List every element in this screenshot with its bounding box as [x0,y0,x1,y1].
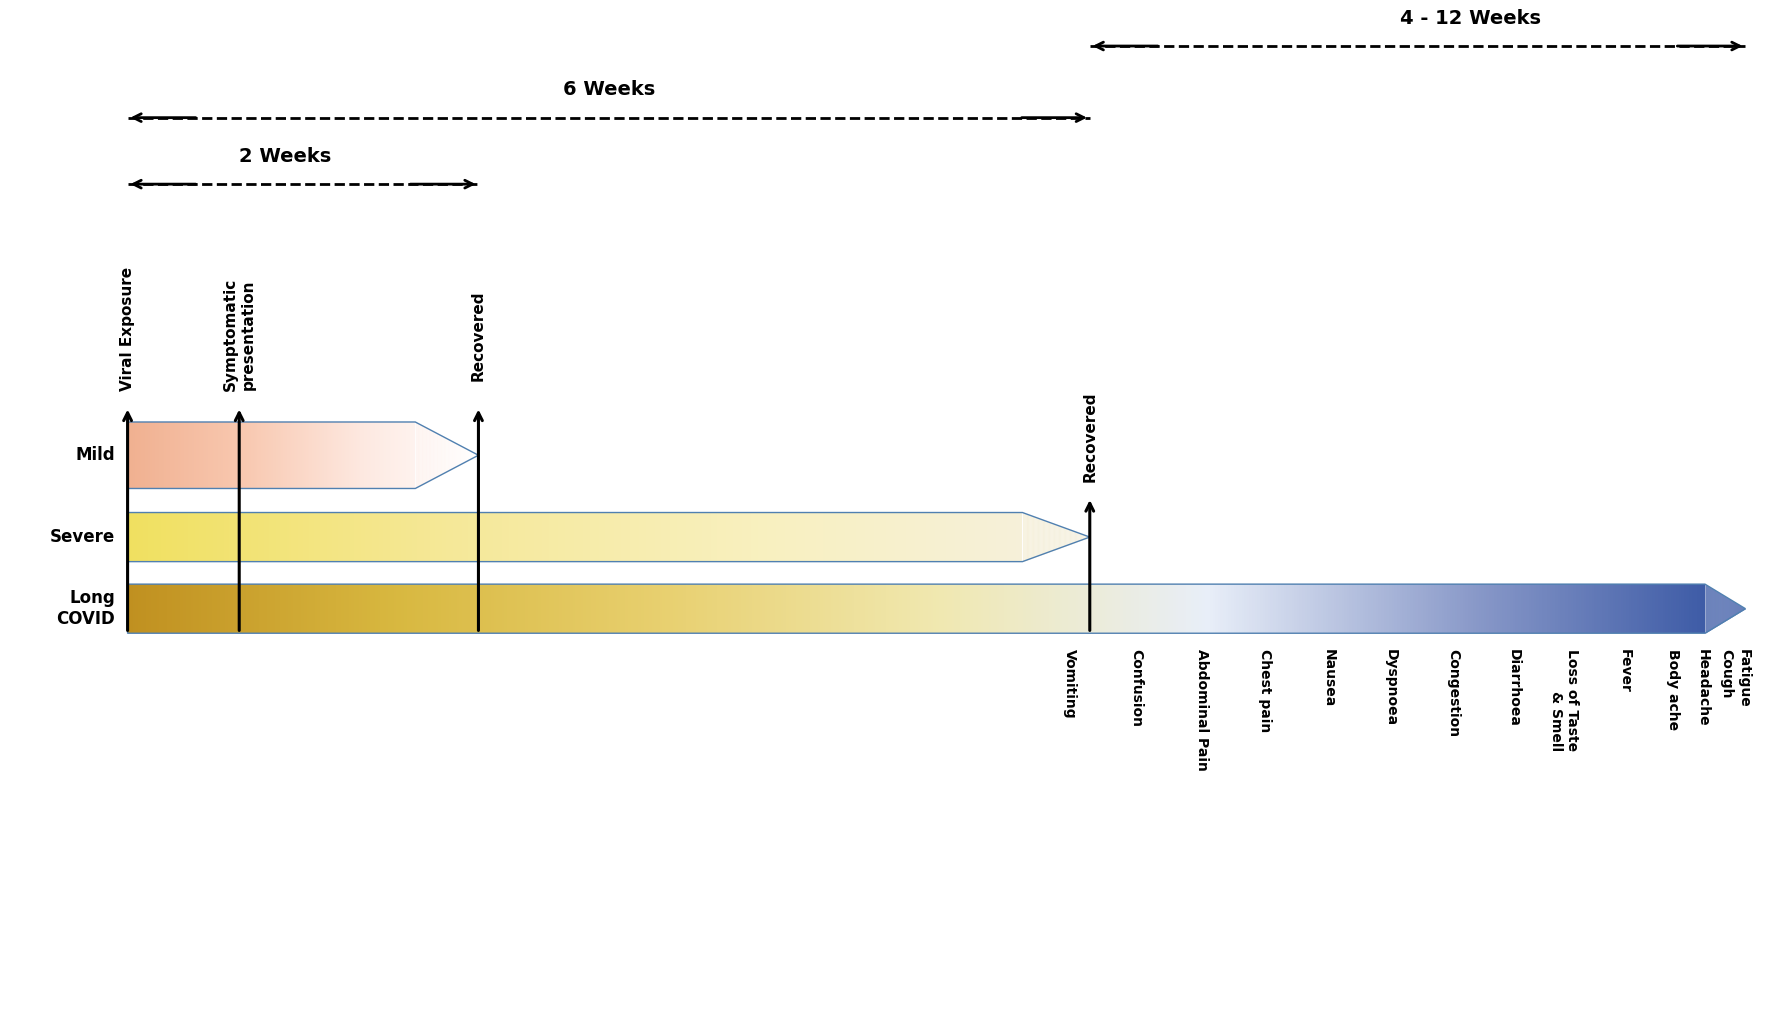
Text: Headache: Headache [1696,649,1710,726]
Text: Symptomatic
presentation: Symptomatic presentation [223,278,255,391]
Text: Fatigue: Fatigue [1737,649,1751,707]
Text: Viral Exposure: Viral Exposure [120,267,135,391]
Text: Body ache: Body ache [1666,649,1680,729]
Text: Congestion: Congestion [1446,649,1460,737]
Text: 4 - 12 Weeks: 4 - 12 Weeks [1400,8,1542,28]
Text: Mild: Mild [76,446,115,464]
Text: Fever: Fever [1618,649,1632,693]
Text: Chest pain: Chest pain [1258,649,1272,731]
Text: Severe: Severe [50,528,115,546]
Text: Loss of Taste
& Smell: Loss of Taste & Smell [1549,649,1579,751]
Text: Recovered: Recovered [471,291,486,381]
Text: Long
COVID: Long COVID [57,589,115,628]
Text: 2 Weeks: 2 Weeks [239,146,331,166]
Text: Dyspnoea: Dyspnoea [1384,649,1398,725]
Text: Nausea: Nausea [1322,649,1336,707]
Text: Diarrhoea: Diarrhoea [1506,649,1520,726]
Text: 6 Weeks: 6 Weeks [562,80,656,99]
Text: Vomiting: Vomiting [1063,649,1077,718]
Text: Confusion: Confusion [1129,649,1143,726]
Text: Abdominal Pain: Abdominal Pain [1194,649,1209,770]
Text: Recovered: Recovered [1083,392,1097,482]
Text: Cough: Cough [1719,649,1733,698]
